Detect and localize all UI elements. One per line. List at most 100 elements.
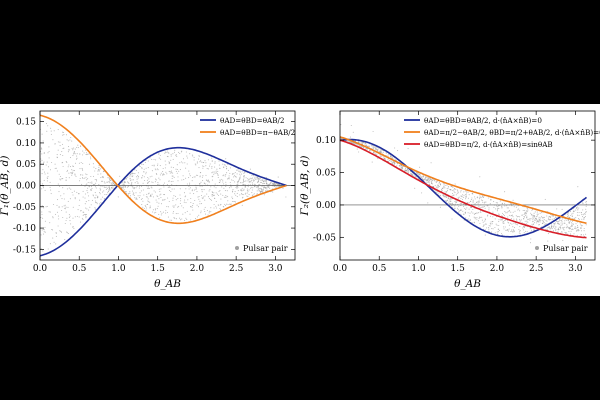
pulsar-pair-point [506, 212, 508, 214]
pulsar-pair-point [193, 156, 195, 158]
pulsar-pair-point [517, 209, 519, 211]
pulsar-pair-point [145, 167, 147, 169]
pulsar-pair-point [519, 210, 521, 212]
pulsar-pair-point [222, 205, 224, 208]
pulsar-pair-point [380, 151, 382, 153]
pulsar-pair-point [388, 159, 390, 161]
pulsar-pair-point [74, 153, 76, 155]
pulsar-pair-point [208, 197, 210, 200]
pulsar-pair-point [410, 173, 412, 175]
pulsar-pair-point [243, 179, 245, 181]
pulsar-pair-point [483, 205, 486, 207]
pulsar-pair-point [167, 216, 169, 218]
pulsar-pair-point [454, 200, 456, 203]
pulsar-pair-point [451, 218, 453, 220]
pulsar-pair-point [477, 201, 479, 203]
pulsar-pair-point [438, 181, 441, 184]
pulsar-pair-point [224, 190, 226, 192]
pulsar-pair-point [266, 183, 268, 185]
pulsar-pair-point [219, 180, 221, 182]
pulsar-pair-point [41, 173, 43, 175]
pulsar-pair-point [568, 230, 570, 233]
pulsar-pair-point [454, 207, 456, 210]
pulsar-pair-point [452, 186, 454, 188]
pulsar-pair-point [519, 233, 521, 235]
pulsar-pair-point [501, 212, 504, 214]
pulsar-pair-point [80, 161, 82, 164]
pulsar-pair-point [585, 203, 587, 205]
pulsar-pair-point [519, 218, 521, 220]
pulsar-pair-point [455, 188, 457, 191]
pulsar-pair-point [570, 230, 572, 232]
pulsar-pair-point [219, 167, 221, 170]
pulsar-pair-point [585, 211, 587, 213]
pulsar-pair-point [72, 217, 74, 219]
pulsar-pair-point [179, 162, 181, 164]
pulsar-pair-point [560, 224, 562, 226]
pulsar-pair-point [71, 173, 73, 175]
pulsar-pair-point [228, 178, 230, 180]
pulsar-pair-point [139, 192, 141, 194]
pulsar-pair-point [203, 208, 205, 210]
pulsar-pair-point [465, 195, 467, 197]
pulsar-pair-point [584, 216, 586, 218]
pulsar-pair-point [41, 153, 43, 155]
pulsar-pair-point [445, 199, 447, 202]
pulsar-pair-point [352, 131, 354, 133]
pulsar-pair-point [567, 212, 569, 214]
pulsar-pair-point [559, 219, 561, 222]
pulsar-pair-point [578, 207, 580, 209]
pulsar-pair-point [578, 229, 580, 231]
pulsar-pair-point [252, 187, 254, 189]
pulsar-pair-point [50, 130, 52, 132]
pulsar-pair-point [506, 205, 508, 207]
pulsar-pair-point [65, 161, 67, 163]
pulsar-pair-point [205, 179, 207, 181]
pulsar-pair-point [108, 185, 110, 187]
pulsar-pair-point [226, 172, 228, 174]
pulsar-pair-point [138, 185, 141, 187]
pulsar-pair-point [77, 147, 79, 149]
pulsar-pair-point [274, 182, 276, 184]
pulsar-pair-point [255, 178, 257, 180]
pulsar-pair-point [149, 195, 151, 197]
pulsar-pair-point [82, 174, 84, 176]
pulsar-pair-point [238, 179, 240, 181]
pulsar-pair-point [186, 163, 188, 165]
pulsar-pair-point [95, 182, 97, 184]
pulsar-pair-point [166, 150, 168, 152]
pulsar-pair-point [482, 221, 484, 223]
pulsar-pair-point [229, 167, 232, 169]
pulsar-pair-point [479, 226, 481, 229]
pulsar-pair-point [527, 210, 529, 212]
pulsar-pair-point [195, 187, 197, 189]
pulsar-pair-point [192, 205, 194, 207]
pulsar-pair-point [201, 185, 203, 187]
legend-item-2-label: θAD=θBD=π−θAB/2 [220, 128, 295, 137]
pulsar-pair-point [98, 165, 100, 167]
pulsar-pair-point [168, 152, 170, 154]
pulsar-pair-point [42, 233, 45, 235]
pulsar-pair-point [183, 201, 185, 203]
pulsar-pair-point [413, 175, 415, 177]
pulsar-pair-point [257, 178, 259, 180]
pulsar-pair-point [135, 192, 137, 194]
pulsar-pair-point [217, 176, 219, 178]
pulsar-pair-point [147, 185, 149, 187]
pulsar-pair-point [166, 211, 169, 214]
pulsar-pair-point [214, 197, 216, 199]
pulsar-pair-point [81, 177, 84, 179]
gamma2-xtick-label: 2.5 [529, 264, 544, 274]
pulsar-pair-point [193, 159, 195, 161]
pulsar-pair-point [179, 169, 181, 171]
pulsar-pair-point [519, 216, 521, 218]
pulsar-pair-point [447, 199, 449, 201]
pulsar-pair-point [554, 224, 556, 226]
pulsar-pair-point [199, 182, 201, 185]
pulsar-pair-point [259, 187, 261, 190]
pulsar-pair-point [440, 183, 442, 185]
pulsar-pair-point [569, 220, 571, 223]
pulsar-pair-point [580, 212, 582, 214]
pulsar-pair-point [70, 172, 72, 174]
pulsar-pair-point [574, 226, 576, 228]
